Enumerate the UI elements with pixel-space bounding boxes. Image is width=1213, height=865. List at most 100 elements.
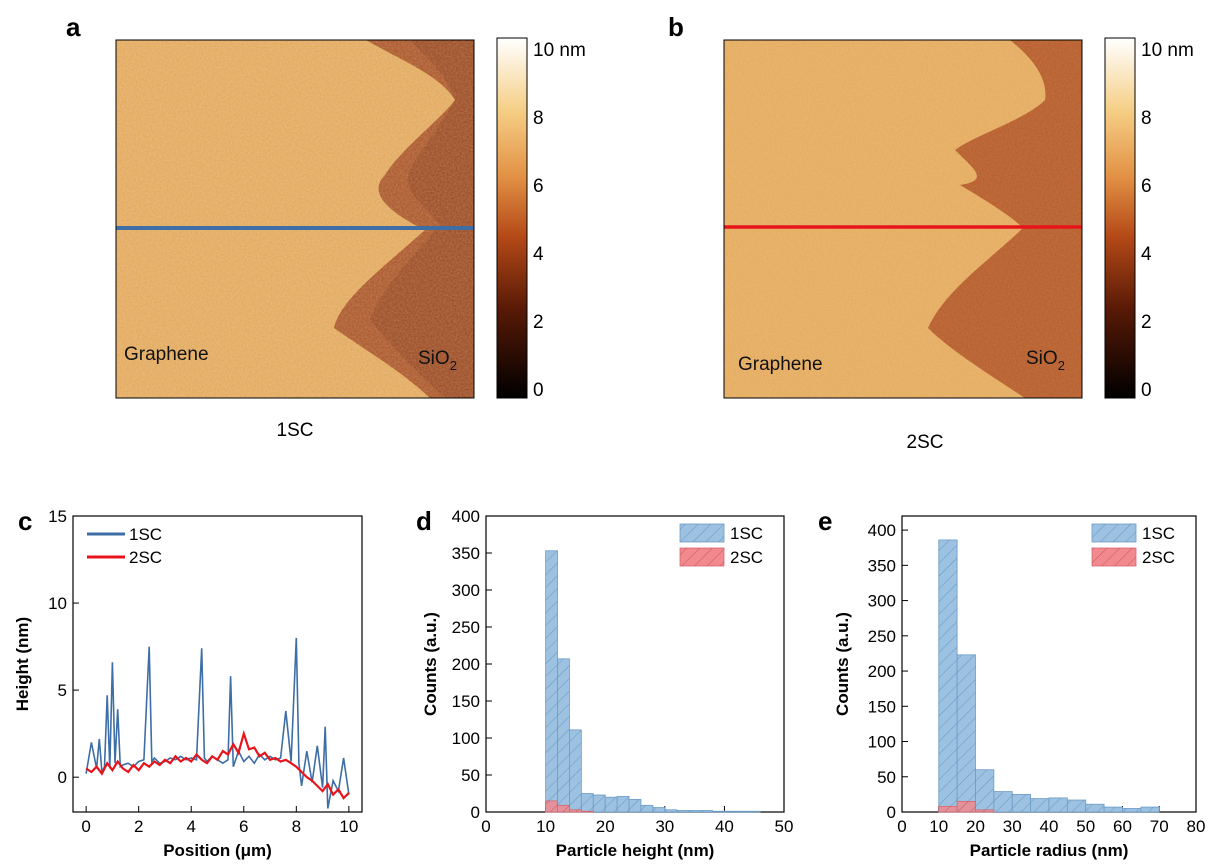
x-tick-label: 30 bbox=[655, 817, 674, 836]
x-tick-label: 50 bbox=[1076, 817, 1095, 836]
bar-hatch bbox=[640, 805, 653, 812]
bar-hatch bbox=[1030, 798, 1049, 812]
bar-hatch bbox=[938, 539, 958, 812]
caption-2sc: 2SC bbox=[907, 432, 944, 453]
bar-hatch bbox=[557, 658, 570, 812]
chart-height-histogram: 0 10 20 30 40 50 0 50 100 150 200 250 300 350 400 Parti… bbox=[421, 507, 793, 860]
x-tick-label: 0 bbox=[897, 817, 906, 836]
bar-hatch bbox=[545, 550, 558, 812]
panel-b-letter: b bbox=[668, 12, 684, 42]
y-tick-label: 10 bbox=[48, 594, 67, 613]
legend-swatch-hatch bbox=[1092, 548, 1136, 566]
y-tick-label: 50 bbox=[877, 768, 896, 787]
legend-label: 1SC bbox=[129, 525, 162, 544]
colorbar-a-tick: 4 bbox=[533, 244, 544, 265]
bar-hatch bbox=[569, 729, 582, 812]
x-tick-label: 6 bbox=[239, 817, 248, 836]
colorbar-a-tick: 2 bbox=[533, 312, 544, 333]
series-line-2sc bbox=[85, 729, 350, 800]
y-tick-label: 15 bbox=[48, 507, 67, 526]
x-tick-label: 0 bbox=[481, 817, 490, 836]
chart-line-profile: 0 2 4 6 8 10 0 5 10 15 Position (μm) Height (nm) 1SC… bbox=[13, 507, 363, 860]
y-tick-label: 100 bbox=[452, 729, 480, 748]
bar-hatch bbox=[993, 791, 1013, 812]
y-tick-label: 50 bbox=[461, 766, 480, 785]
plot-frame bbox=[72, 515, 363, 813]
bar-hatch bbox=[569, 809, 582, 812]
bar-hatch bbox=[736, 811, 749, 812]
y-tick-label: 200 bbox=[868, 662, 896, 681]
bar-hatch bbox=[1122, 808, 1141, 812]
y-tick-label: 250 bbox=[452, 618, 480, 637]
y-tick-label: 300 bbox=[868, 592, 896, 611]
y-tick-label: 350 bbox=[868, 556, 896, 575]
panel-b: b Graphene SiO2 10 nm 8 6 4 2 0 2SC bbox=[668, 12, 1194, 453]
bar-hatch bbox=[1067, 800, 1086, 812]
x-tick-label: 20 bbox=[966, 817, 985, 836]
legend-label: 2SC bbox=[129, 548, 162, 567]
x-tick-label: 10 bbox=[536, 817, 555, 836]
bar-hatch bbox=[1012, 794, 1031, 812]
colorbar-a: 10 nm 8 6 4 2 0 bbox=[496, 37, 586, 401]
graphene-label-b: Graphene bbox=[738, 354, 823, 375]
y-tick-label: 100 bbox=[868, 733, 896, 752]
bar-hatch bbox=[581, 811, 594, 812]
bar-hatch bbox=[545, 800, 558, 812]
afm-image-2sc: Graphene SiO2 bbox=[723, 39, 1083, 399]
bar-hatch bbox=[664, 809, 677, 812]
y-tick-label: 0 bbox=[887, 803, 896, 822]
y-axis-label: Counts (a.u.) bbox=[421, 612, 440, 716]
bar-hatch bbox=[605, 797, 618, 812]
x-tick-label: 8 bbox=[292, 817, 301, 836]
bar-hatch bbox=[593, 794, 606, 812]
colorbar-a-tick: 8 bbox=[533, 108, 544, 129]
graphene-label-a: Graphene bbox=[124, 344, 209, 365]
x-tick-label: 40 bbox=[715, 817, 734, 836]
colorbar-b-tick: 2 bbox=[1141, 312, 1152, 333]
bar-hatch bbox=[676, 810, 689, 812]
bar-hatch bbox=[712, 811, 725, 812]
x-tick-label: 40 bbox=[1040, 817, 1059, 836]
y-tick-label: 150 bbox=[868, 697, 896, 716]
legend-label: 1SC bbox=[730, 524, 763, 543]
x-tick-label: 4 bbox=[186, 817, 195, 836]
bar-hatch bbox=[1049, 797, 1068, 812]
x-tick-label: 70 bbox=[1150, 817, 1169, 836]
bar-hatch bbox=[581, 793, 594, 812]
y-axis-label: Counts (a.u.) bbox=[833, 612, 852, 716]
colorbar-b-tick: 0 bbox=[1141, 380, 1152, 401]
legend-label: 1SC bbox=[1142, 524, 1175, 543]
sio2-label-b: SiO2 bbox=[1026, 348, 1065, 373]
x-tick-label: 0 bbox=[81, 817, 90, 836]
colorbar-b-tick: 6 bbox=[1141, 176, 1152, 197]
chart-radius-histogram: 0 10 20 30 40 50 60 70 80 0 50 100 150 200 250 300 350 40… bbox=[833, 515, 1206, 860]
colorbar-b-unit: 10 nm bbox=[1141, 40, 1194, 61]
bar-hatch bbox=[688, 810, 701, 812]
y-tick-label: 0 bbox=[471, 803, 480, 822]
bar-hatch bbox=[652, 807, 665, 812]
bar-hatch bbox=[629, 799, 641, 812]
x-tick-label: 80 bbox=[1187, 817, 1206, 836]
y-tick-label: 200 bbox=[452, 655, 480, 674]
x-tick-label: 50 bbox=[775, 817, 794, 836]
bar-hatch bbox=[557, 805, 570, 812]
legend-label: 2SC bbox=[1142, 548, 1175, 567]
colorbar-a-unit: 10 nm bbox=[533, 40, 586, 61]
colorbar-b: 10 nm 8 6 4 2 0 bbox=[1104, 37, 1194, 401]
bar-hatch bbox=[975, 769, 994, 812]
y-tick-label: 400 bbox=[868, 521, 896, 540]
colorbar-a-tick: 6 bbox=[533, 176, 544, 197]
panel-d-letter: d bbox=[416, 506, 432, 536]
y-tick-label: 250 bbox=[868, 627, 896, 646]
bar-hatch bbox=[957, 801, 976, 812]
y-tick-label: 5 bbox=[58, 681, 67, 700]
panel-e-letter: e bbox=[818, 506, 832, 536]
colorbar-b-tick: 8 bbox=[1141, 108, 1152, 129]
y-tick-label: 0 bbox=[58, 768, 67, 787]
legend-swatch-hatch bbox=[680, 548, 724, 566]
x-axis-label: Particle radius (nm) bbox=[970, 841, 1129, 860]
bar-hatch bbox=[700, 810, 713, 812]
legend-label: 2SC bbox=[730, 548, 763, 567]
series-line-1sc bbox=[85, 637, 350, 809]
